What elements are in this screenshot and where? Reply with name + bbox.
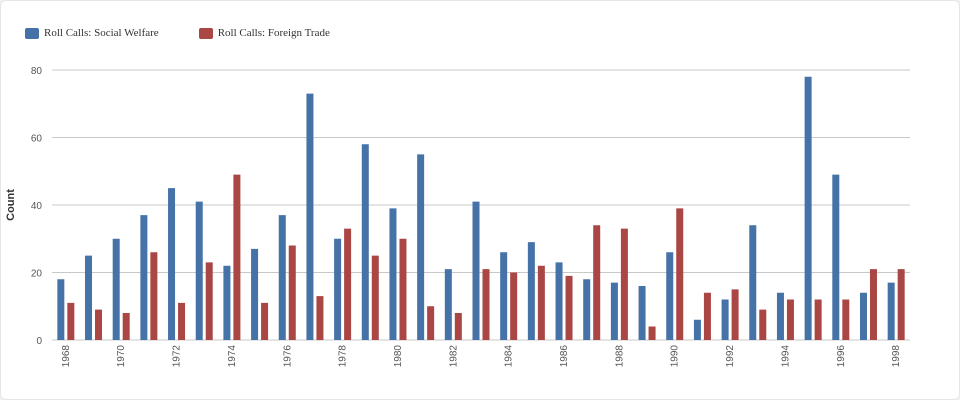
- bar-social-welfare-1981[interactable]: [417, 154, 425, 340]
- bar-foreign-trade-1970[interactable]: [122, 313, 130, 340]
- bar-foreign-trade-1985[interactable]: [537, 265, 545, 340]
- legend-label-foreign-trade: Roll Calls: Foreign Trade: [217, 27, 330, 39]
- bar-foreign-trade-1991[interactable]: [703, 292, 711, 340]
- bar-foreign-trade-1982[interactable]: [454, 313, 462, 340]
- bar-foreign-trade-1983[interactable]: [482, 269, 490, 340]
- bar-foreign-trade-1976[interactable]: [288, 245, 296, 341]
- x-tick-label: 1992: [725, 345, 736, 368]
- bar-foreign-trade-1968[interactable]: [67, 302, 75, 340]
- x-tick-label: 1996: [836, 345, 847, 368]
- x-tick-label: 1986: [559, 345, 570, 368]
- bar-social-welfare-1977[interactable]: [306, 93, 314, 340]
- y-axis-ticks: 0 20 40 60 80: [31, 66, 43, 347]
- x-axis-ticks: 1968 1970 1972 1974 1976 1978 1980 1982 1984 1986…: [61, 345, 902, 368]
- bar-foreign-trade-1969[interactable]: [95, 309, 103, 340]
- bar-social-welfare-1990[interactable]: [666, 252, 674, 340]
- x-tick-label: 1978: [338, 345, 349, 368]
- x-tick-label: 1990: [670, 345, 681, 368]
- legend-swatch-foreign-trade: [198, 27, 213, 39]
- bar-social-welfare-1975[interactable]: [251, 248, 259, 340]
- y-tick-label: 80: [31, 66, 43, 77]
- bar-social-welfare-1979[interactable]: [361, 144, 369, 340]
- bar-foreign-trade-1990[interactable]: [676, 208, 684, 340]
- bar-social-welfare-1992[interactable]: [721, 299, 729, 341]
- x-tick-label: 1972: [172, 345, 183, 368]
- bar-social-welfare-1989[interactable]: [638, 286, 646, 340]
- bar-social-welfare-1985[interactable]: [527, 242, 535, 340]
- bar-social-welfare-1991[interactable]: [693, 319, 701, 340]
- bar-social-welfare-1982[interactable]: [444, 269, 452, 340]
- bar-social-welfare-1984[interactable]: [500, 252, 508, 340]
- x-tick-label: 1974: [227, 345, 238, 368]
- bar-foreign-trade-1973[interactable]: [205, 262, 213, 340]
- legend: Roll Calls: Social Welfare Roll Calls: F…: [25, 27, 370, 39]
- bar-foreign-trade-1981[interactable]: [427, 306, 435, 340]
- bar-foreign-trade-1988[interactable]: [620, 228, 628, 340]
- bar-foreign-trade-1989[interactable]: [648, 326, 656, 341]
- bar-social-welfare-1997[interactable]: [859, 292, 867, 340]
- bar-foreign-trade-1998[interactable]: [897, 269, 905, 340]
- bar-social-welfare-1976[interactable]: [278, 215, 286, 340]
- bar-foreign-trade-1975[interactable]: [261, 302, 269, 340]
- bar-foreign-trade-1997[interactable]: [869, 269, 877, 340]
- bar-foreign-trade-1992[interactable]: [731, 289, 739, 340]
- bar-social-welfare-1993[interactable]: [749, 225, 757, 340]
- bar-social-welfare-1986[interactable]: [555, 262, 563, 340]
- legend-item-social-welfare[interactable]: Roll Calls: Social Welfare: [25, 27, 159, 39]
- bar-foreign-trade-1993[interactable]: [759, 309, 767, 340]
- legend-swatch-social-welfare: [25, 27, 39, 39]
- bars: [57, 76, 905, 341]
- bar-social-welfare-1978[interactable]: [334, 238, 342, 340]
- bar-foreign-trade-1995[interactable]: [814, 299, 822, 341]
- x-tick-label: 1998: [891, 345, 902, 368]
- bar-social-welfare-1969[interactable]: [85, 255, 93, 340]
- bar-social-welfare-1974[interactable]: [223, 265, 231, 340]
- y-tick-label: 0: [36, 336, 42, 347]
- y-axis-label: Count: [5, 189, 17, 221]
- y-tick-label: 40: [31, 201, 43, 212]
- bar-social-welfare-1998[interactable]: [887, 282, 895, 340]
- bar-foreign-trade-1980[interactable]: [399, 238, 407, 340]
- x-tick-label: 1968: [61, 345, 72, 368]
- bar-foreign-trade-1974[interactable]: [233, 174, 241, 340]
- bar-foreign-trade-1987[interactable]: [593, 225, 601, 340]
- bar-foreign-trade-1986[interactable]: [565, 275, 573, 340]
- bar-social-welfare-1987[interactable]: [583, 279, 591, 340]
- bar-foreign-trade-1972[interactable]: [178, 302, 186, 340]
- x-tick-label: 1970: [116, 345, 127, 368]
- bar-social-welfare-1994[interactable]: [776, 292, 784, 340]
- x-tick-label: 1980: [393, 345, 404, 368]
- x-tick-label: 1984: [504, 345, 515, 368]
- bar-foreign-trade-1994[interactable]: [786, 299, 794, 341]
- bar-foreign-trade-1984[interactable]: [510, 272, 518, 341]
- bar-foreign-trade-1996[interactable]: [842, 299, 850, 341]
- x-tick-label: 1988: [614, 345, 625, 368]
- bar-social-welfare-1995[interactable]: [804, 76, 812, 340]
- bar-social-welfare-1973[interactable]: [195, 201, 203, 340]
- legend-item-foreign-trade[interactable]: Roll Calls: Foreign Trade: [198, 27, 330, 39]
- bar-social-welfare-1971[interactable]: [140, 215, 148, 340]
- gridlines: [52, 69, 910, 341]
- bar-social-welfare-1968[interactable]: [57, 279, 65, 340]
- x-tick-label: 1982: [448, 345, 459, 368]
- bar-foreign-trade-1978[interactable]: [344, 228, 352, 340]
- x-tick-label: 1994: [780, 345, 791, 368]
- bar-foreign-trade-1979[interactable]: [371, 255, 379, 340]
- bar-social-welfare-1980[interactable]: [389, 208, 397, 340]
- bar-social-welfare-1970[interactable]: [112, 238, 120, 340]
- bar-social-welfare-1996[interactable]: [832, 174, 840, 340]
- y-tick-label: 20: [31, 269, 43, 280]
- bar-foreign-trade-1971[interactable]: [150, 252, 158, 340]
- y-tick-label: 60: [31, 134, 43, 145]
- legend-label-social-welfare: Roll Calls: Social Welfare: [44, 27, 159, 39]
- bar-social-welfare-1983[interactable]: [472, 201, 480, 340]
- bar-foreign-trade-1977[interactable]: [316, 296, 324, 340]
- bar-social-welfare-1972[interactable]: [168, 188, 176, 340]
- x-tick-label: 1976: [282, 345, 293, 368]
- bar-social-welfare-1988[interactable]: [610, 282, 618, 340]
